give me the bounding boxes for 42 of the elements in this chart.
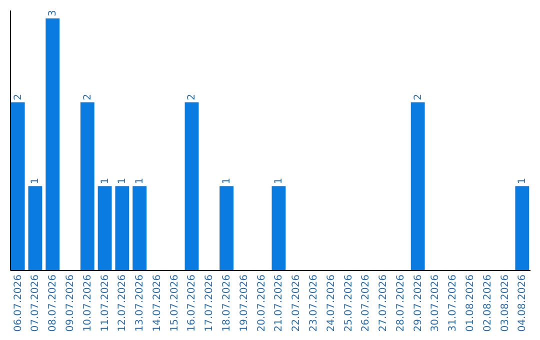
x-tick-label: 03.08.2026 <box>500 274 511 332</box>
x-tick-label: 01.08.2026 <box>465 274 476 332</box>
x-tick-label: 09.07.2026 <box>65 274 76 332</box>
x-tick-label: 04.08.2026 <box>517 274 528 332</box>
x-tick-label: 06.07.2026 <box>12 274 24 332</box>
data-label: 1 <box>222 178 233 184</box>
x-tick-label: 18.07.2026 <box>222 274 233 332</box>
data-label: 1 <box>134 178 146 184</box>
data-label: 1 <box>30 178 42 184</box>
x-tick-label: 29.07.2026 <box>412 274 424 332</box>
x-tick-label: 25.07.2026 <box>343 274 354 332</box>
x-tick-label: 16.07.2026 <box>186 274 198 332</box>
x-tick-label: 19.07.2026 <box>238 274 250 332</box>
data-label: 2 <box>186 94 198 100</box>
data-label: 2 <box>412 94 424 100</box>
x-tick-label: 24.07.2026 <box>326 274 337 332</box>
data-label: 3 <box>48 10 59 16</box>
x-tick-label: 22.07.2026 <box>291 274 302 332</box>
x-tick-label: 17.07.2026 <box>204 274 216 332</box>
data-label: 1 <box>517 178 528 184</box>
x-tick-label: 23.07.2026 <box>308 274 320 332</box>
x-tick-label: 20.07.2026 <box>256 274 268 332</box>
data-label: 2 <box>82 94 94 100</box>
x-tick-label: 15.07.2026 <box>169 274 180 332</box>
x-tick-label: 02.08.2026 <box>482 274 494 332</box>
x-tick-label: 07.07.2026 <box>30 274 42 332</box>
x-tick-label: 27.07.2026 <box>378 274 390 332</box>
x-tick-label: 08.07.2026 <box>48 274 59 332</box>
x-tick-label: 10.07.2026 <box>82 274 94 332</box>
x-tick-label: 11.07.2026 <box>100 274 111 332</box>
data-label: 1 <box>100 178 111 184</box>
data-label: 1 <box>117 178 128 184</box>
x-tick-label: 14.07.2026 <box>152 274 163 332</box>
x-tick-label: 26.07.2026 <box>360 274 372 332</box>
x-tick-label: 13.07.2026 <box>134 274 146 332</box>
x-tick-label: 31.07.2026 <box>448 274 459 332</box>
x-tick-label: 28.07.2026 <box>395 274 406 332</box>
data-label: 1 <box>274 178 285 184</box>
data-label: 2 <box>12 94 24 100</box>
x-tick-label: 12.07.2026 <box>117 274 128 332</box>
x-tick-label: 21.07.2026 <box>274 274 285 332</box>
x-tick-label: 30.07.2026 <box>430 274 442 332</box>
